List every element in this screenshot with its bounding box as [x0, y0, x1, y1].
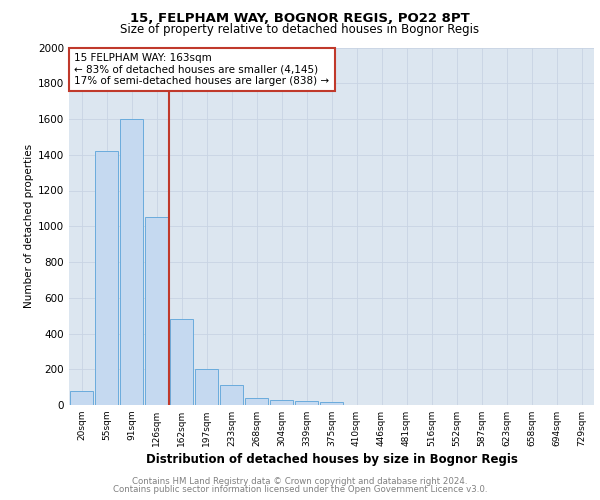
Bar [120, 119, 143, 405]
Y-axis label: Number of detached properties: Number of detached properties [24, 144, 34, 308]
Bar [95, 151, 118, 405]
Text: 15 FELPHAM WAY: 163sqm
← 83% of detached houses are smaller (4,145)
17% of semi-: 15 FELPHAM WAY: 163sqm ← 83% of detached… [74, 53, 329, 86]
X-axis label: Distribution of detached houses by size in Bognor Regis: Distribution of detached houses by size … [146, 453, 517, 466]
Bar [245, 398, 268, 405]
Bar [195, 369, 218, 405]
Text: Contains HM Land Registry data © Crown copyright and database right 2024.: Contains HM Land Registry data © Crown c… [132, 477, 468, 486]
Bar [220, 386, 243, 405]
Text: Size of property relative to detached houses in Bognor Regis: Size of property relative to detached ho… [121, 22, 479, 36]
Bar [295, 402, 318, 405]
Bar [170, 319, 193, 405]
Bar [320, 402, 343, 405]
Text: 15, FELPHAM WAY, BOGNOR REGIS, PO22 8PT: 15, FELPHAM WAY, BOGNOR REGIS, PO22 8PT [130, 12, 470, 26]
Bar [145, 218, 168, 405]
Text: Contains public sector information licensed under the Open Government Licence v3: Contains public sector information licen… [113, 485, 487, 494]
Bar [70, 390, 93, 405]
Bar [270, 400, 293, 405]
